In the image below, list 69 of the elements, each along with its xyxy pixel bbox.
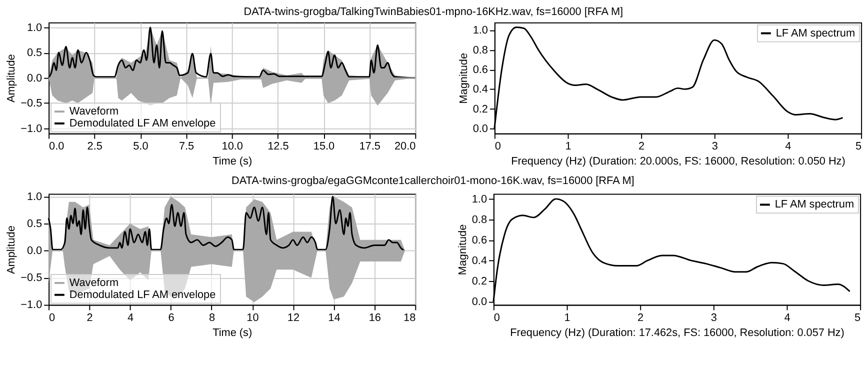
x-tick-label: 5 [855,140,862,153]
y-axis-title: Amplitude [6,226,18,274]
y-tick-label: 0.0 [26,72,42,84]
x-tick-label: 8 [208,312,216,324]
y-tick-label: 0.0 [472,122,488,135]
y-tick-label: 1.0 [26,22,42,34]
legend-label: LF AM spectrum [774,198,854,211]
x-axis-title: Time (s) [212,156,252,168]
legend-label: LF AM spectrum [776,27,856,40]
y-tick-label: 0.0 [472,296,487,308]
x-tick-label: 0 [494,140,501,153]
y-tick-label: −1.0 [20,299,42,312]
y-tick-label: 0.2 [472,276,487,288]
x-axis-title: Time (s) [212,326,252,339]
x-tick-label: 15.0 [313,140,335,153]
legend-label: Waveform [69,276,119,289]
y-axis-title: Magnitude [456,224,469,276]
y-tick-label: 0.2 [472,103,488,116]
x-tick-label: 3 [710,312,717,324]
y-tick-label: 0.4 [472,255,487,268]
y-tick-label: 1.0 [472,193,487,206]
x-tick-label: 20.0 [394,140,416,153]
x-tick-label: 10 [246,312,259,324]
chart-title: DATA-twins-grogba/TalkingTwinBabies01-mpno-16KHz.wav, fs=16000 [RFA M] [244,6,624,18]
x-tick-label: 7.5 [178,140,194,153]
y-axis-title: Magnitude [458,52,470,104]
x-tick-label: 18 [404,312,416,324]
x-tick-label: 12 [287,312,300,324]
x-tick-label: 2 [638,140,645,153]
x-tick-label: 0 [494,312,500,324]
legend-label: Demodulated LF AM envelope [69,117,216,130]
x-tick-label: 0.0 [49,140,64,153]
x-axis-title: Frequency (Hz) (Duration: 17.462s, FS: 16000, Resolution: 0.057 Hz) [510,326,844,339]
x-tick-label: 2 [86,312,93,324]
x-tick-label: 10.0 [222,140,243,153]
chart-title: DATA-twins-grogba/egaGGMconte1callerchoir01-mono-16K.wav, fs=16000 [RFA M] [231,175,634,188]
x-tick-label: 6 [168,312,174,324]
y-tick-label: 0.6 [472,64,488,76]
y-tick-label: 0.5 [26,218,42,230]
legend-label: Waveform [69,106,119,118]
x-tick-label: 2.5 [87,140,102,153]
y-tick-label: −0.5 [20,272,42,284]
legend-label: Demodulated LF AM envelope [69,288,216,301]
y-tick-label: 0.6 [472,234,487,247]
y-tick-label: 0.8 [472,214,487,226]
y-tick-label: 0.5 [26,47,42,60]
x-tick-label: 1 [565,140,572,153]
y-tick-label: 0.0 [26,245,42,258]
x-tick-label: 3 [712,140,718,153]
x-tick-label: 16 [368,312,381,324]
x-tick-label: 1 [564,312,570,324]
y-axis-title: Amplitude [6,54,18,103]
y-tick-label: 0.4 [472,84,488,96]
x-tick-label: 17.5 [359,140,380,153]
x-tick-label: 2 [638,312,644,324]
x-tick-label: 4 [784,312,790,324]
x-tick-label: 5 [854,312,861,324]
x-tick-label: 0 [49,312,56,324]
y-tick-label: 1.0 [472,24,488,37]
y-tick-label: 1.0 [26,190,42,203]
x-axis-title: Frequency (Hz) (Duration: 20.000s, FS: 16000, Resolution: 0.050 Hz) [511,156,846,168]
y-tick-label: −1.0 [20,122,42,135]
x-tick-label: 12.5 [268,140,289,153]
x-tick-label: 4 [127,312,134,324]
x-tick-label: 5.0 [133,140,148,153]
x-tick-label: 14 [328,312,340,324]
y-tick-label: −0.5 [20,98,42,110]
y-tick-label: 0.8 [472,44,488,56]
x-tick-label: 4 [785,140,792,153]
